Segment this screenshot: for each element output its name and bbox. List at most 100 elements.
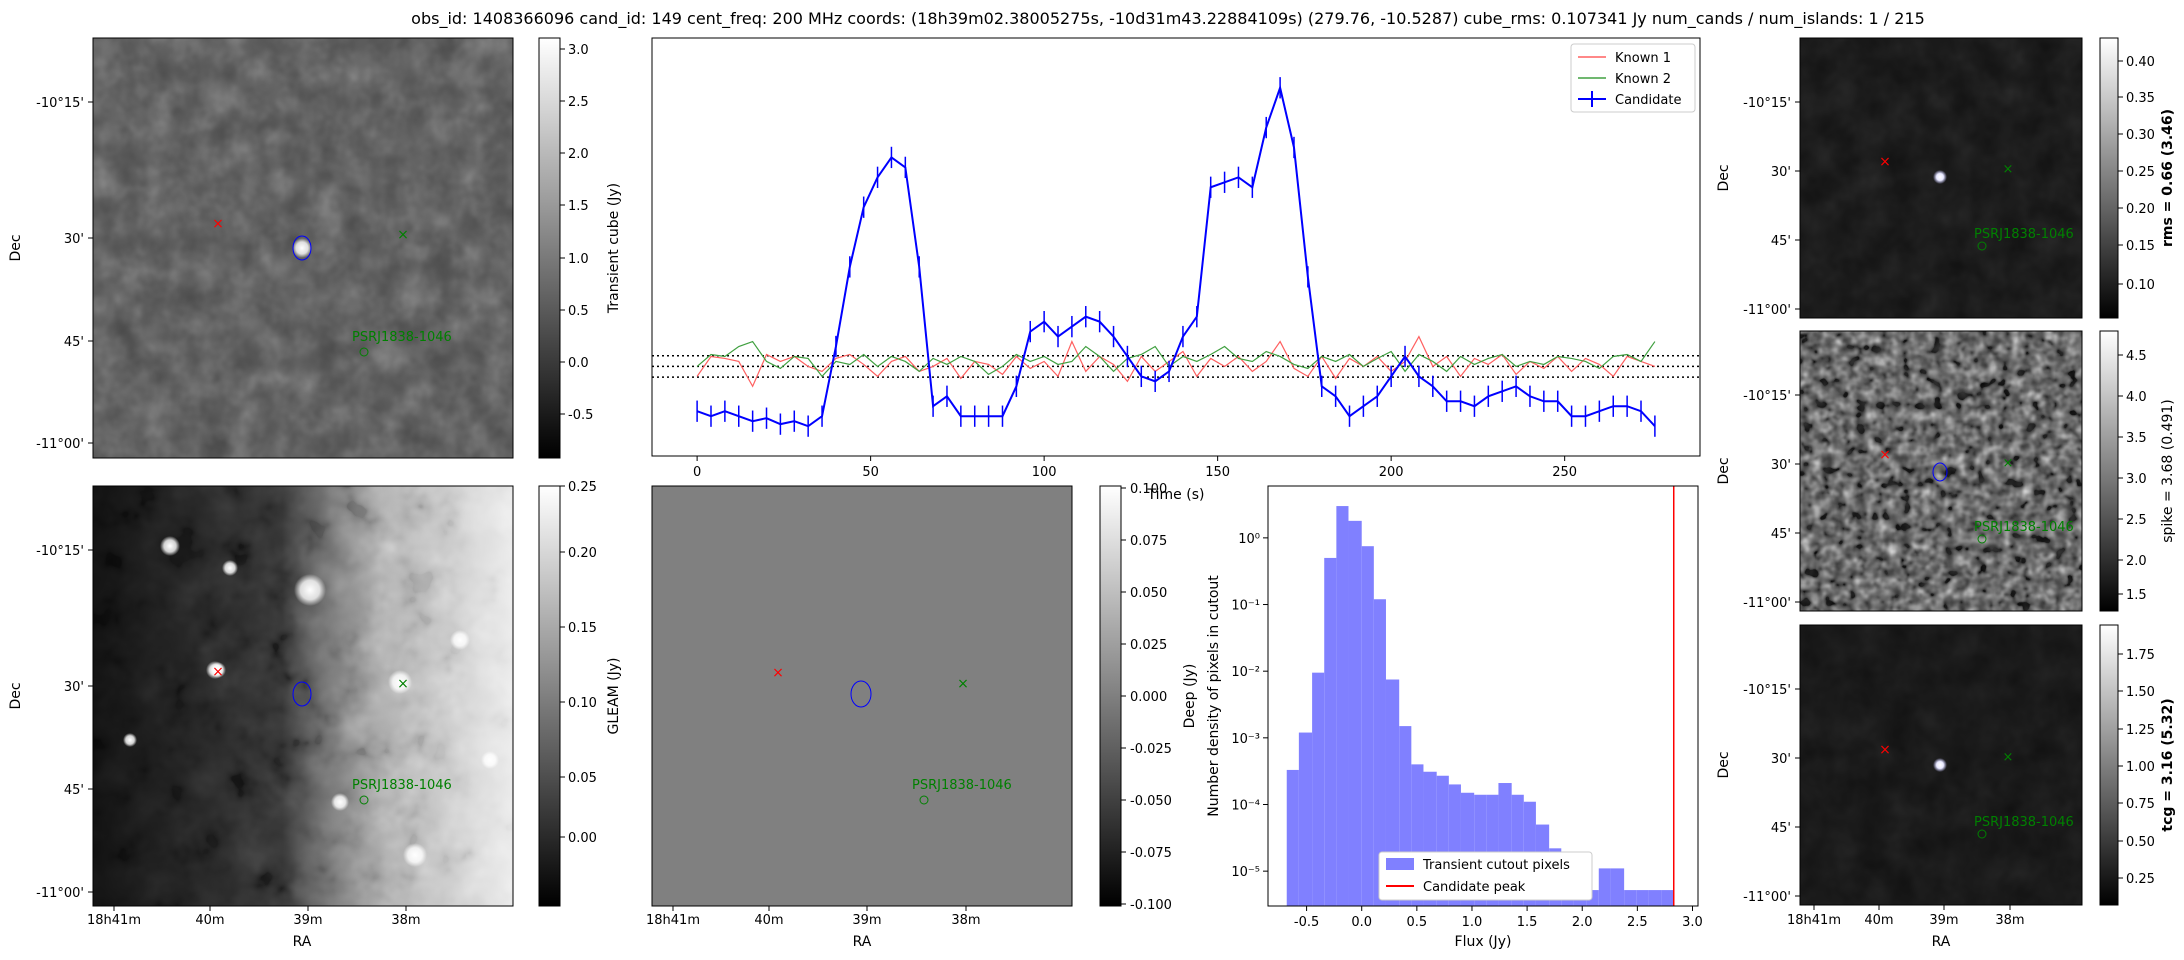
rms-green-cross: × [2003, 162, 2014, 177]
y-tick-label: 10⁻² [1231, 665, 1260, 680]
svg-text:2.0: 2.0 [2126, 554, 2147, 569]
gleam-pulsar-circle-icon [359, 795, 369, 805]
svg-text:30': 30' [64, 232, 84, 247]
tcg-green-cross: × [2003, 750, 2014, 765]
svg-text:0.25: 0.25 [568, 480, 597, 495]
deep-cutout-image [652, 486, 1072, 906]
gleam-dec-label: Dec [8, 682, 24, 709]
x-tick-label: 150 [1205, 465, 1230, 480]
flux-histogram-chart: -0.5 0.0 0.5 1.0 1.5 2.0 2.5 3.0 10⁰ 10⁻¹ 10⁻² 10⁻… [1206, 485, 1703, 950]
light-curve-frame [651, 37, 1701, 457]
svg-text:0.000: 0.000 [1130, 690, 1167, 705]
x-tick-label: 100 [1032, 465, 1057, 480]
light-curve-xlabel: Time (s) [1147, 487, 1205, 503]
svg-text:0.15: 0.15 [568, 621, 597, 636]
histogram-bar [1312, 672, 1325, 906]
svg-text:18h41m: 18h41m [646, 913, 700, 928]
svg-text:-10°15': -10°15' [36, 544, 84, 559]
svg-text:0.25: 0.25 [2126, 165, 2155, 180]
tcg-dec-label: Dec [1716, 751, 1732, 778]
svg-text:-11°00': -11°00' [1743, 890, 1791, 905]
light-curve-legend: Known 1 Known 2 Candidate [1570, 43, 1696, 113]
histogram-bar [1661, 890, 1674, 906]
svg-text:38m: 38m [391, 913, 420, 928]
histogram-bar [1348, 520, 1362, 906]
x-tick-label: 2.0 [1572, 915, 1593, 930]
gleam-beam-icon [292, 681, 312, 707]
svg-text:-10°15': -10°15' [1743, 389, 1791, 404]
x-tick-label: -0.5 [1294, 915, 1319, 930]
histogram-y-ticks: 10⁰ 10⁻¹ 10⁻² 10⁻³ 10⁻⁴ 10⁻⁵ [1231, 532, 1268, 880]
tcg-colorbar-label: tcg = 3.16 (5.32) [2160, 698, 2176, 831]
svg-text:1.0: 1.0 [568, 252, 589, 267]
svg-text:3.5: 3.5 [2126, 431, 2147, 446]
svg-text:0.20: 0.20 [2126, 202, 2155, 217]
histogram-bar [1598, 868, 1611, 906]
gleam-green-cross: × [397, 676, 409, 692]
svg-text:-0.050: -0.050 [1130, 794, 1172, 809]
x-tick-label: 2.5 [1627, 915, 1648, 930]
legend-transient-pixels: Transient cutout pixels [1422, 858, 1570, 873]
x-tick-label: 1.5 [1517, 915, 1538, 930]
rms-pulsar-label: PSRJ1838-1046 [1974, 227, 2074, 242]
rms-cutout-panel: × × PSRJ1838-1046 -10°15' 30' 45' -11°00… [1716, 37, 2083, 319]
svg-text:45': 45' [64, 335, 84, 350]
gleam-ra-label: RA [293, 934, 312, 950]
svg-text:0.5: 0.5 [568, 304, 589, 319]
rms-pulsar-circle-icon [1977, 241, 1987, 251]
spike-cutout-image [1800, 331, 2082, 611]
rms-source [1933, 170, 1947, 184]
y-tick-label: 10⁻⁴ [1231, 798, 1260, 813]
histogram-bar [1298, 732, 1313, 906]
deep-beam-icon [850, 680, 872, 708]
svg-text:-11°00': -11°00' [36, 437, 84, 452]
histogram-xlabel: Flux (Jy) [1455, 934, 1512, 950]
transient-cutout-panel: × × PSRJ1838-1046 -10°15' 30' 45' -11°00… [8, 37, 514, 459]
spike-cutout-panel: × × PSRJ1838-1046 -10°15' 30' 45' -11°00… [1716, 330, 2083, 612]
svg-text:45': 45' [64, 783, 84, 798]
x-tick-label: 200 [1379, 465, 1404, 480]
deep-ra-label: RA [853, 934, 872, 950]
svg-text:-11°00': -11°00' [36, 886, 84, 901]
histogram-legend: Transient cutout pixels Candidate peak [1378, 851, 1593, 901]
spike-colorbar-label: spike = 3.68 (0.491) [2160, 399, 2176, 543]
spike-beam-icon [1932, 462, 1948, 482]
svg-text:40m: 40m [754, 913, 783, 928]
transient-colorbar: 3.0 2.5 2.0 1.5 1.0 0.5 0.0 -0.5 Transie… [538, 37, 622, 459]
light-curve-chart: 0 50 100 150 200 250 Time (s) Known 1 Known 2… [651, 37, 1701, 503]
svg-text:0.40: 0.40 [2126, 55, 2155, 70]
transient-source [292, 238, 312, 258]
svg-text:18h41m: 18h41m [1787, 913, 1841, 928]
svg-text:-0.025: -0.025 [1130, 742, 1172, 757]
tcg-pulsar-circle-icon [1977, 829, 1987, 839]
svg-text:-11°00': -11°00' [1743, 596, 1791, 611]
pulsar-label: PSRJ1838-1046 [352, 330, 452, 345]
gleam-cutout-panel: × × PSRJ1838-1046 -10°15' 30' 45' -11°00… [8, 485, 514, 950]
svg-text:-10°15': -10°15' [36, 96, 84, 111]
svg-text:0.35: 0.35 [2126, 91, 2155, 106]
gleam-pulsar-label: PSRJ1838-1046 [352, 778, 452, 793]
svg-text:30': 30' [64, 680, 84, 695]
tcg-ra-label: RA [1932, 934, 1951, 950]
histogram-bar [1636, 890, 1649, 906]
svg-text:0.15: 0.15 [2126, 239, 2155, 254]
histogram-bar [1324, 557, 1337, 906]
histogram-bar [1385, 679, 1400, 906]
histogram-bar [1361, 546, 1374, 906]
svg-text:0.05: 0.05 [568, 771, 597, 786]
deep-colorbar: 0.100 0.075 0.050 0.025 0.000 -0.025 -0.… [1099, 482, 1198, 913]
histogram-bar [1610, 868, 1625, 906]
histogram-bar [1373, 599, 1386, 906]
svg-text:0.10: 0.10 [2126, 278, 2155, 293]
svg-text:2.5: 2.5 [2126, 513, 2147, 528]
tcg-pulsar-label: PSRJ1838-1046 [1974, 815, 2074, 830]
histogram-x-ticks: -0.5 0.0 0.5 1.0 1.5 2.0 2.5 3.0 [1294, 906, 1703, 930]
deep-pulsar-circle-icon [919, 795, 929, 805]
svg-text:-11°00': -11°00' [1743, 303, 1791, 318]
svg-text:18h41m: 18h41m [87, 913, 141, 928]
svg-text:40m: 40m [1864, 913, 1893, 928]
svg-text:0.100: 0.100 [1130, 482, 1167, 497]
legend-candidate-peak: Candidate peak [1423, 880, 1526, 895]
svg-text:38m: 38m [1995, 913, 2024, 928]
